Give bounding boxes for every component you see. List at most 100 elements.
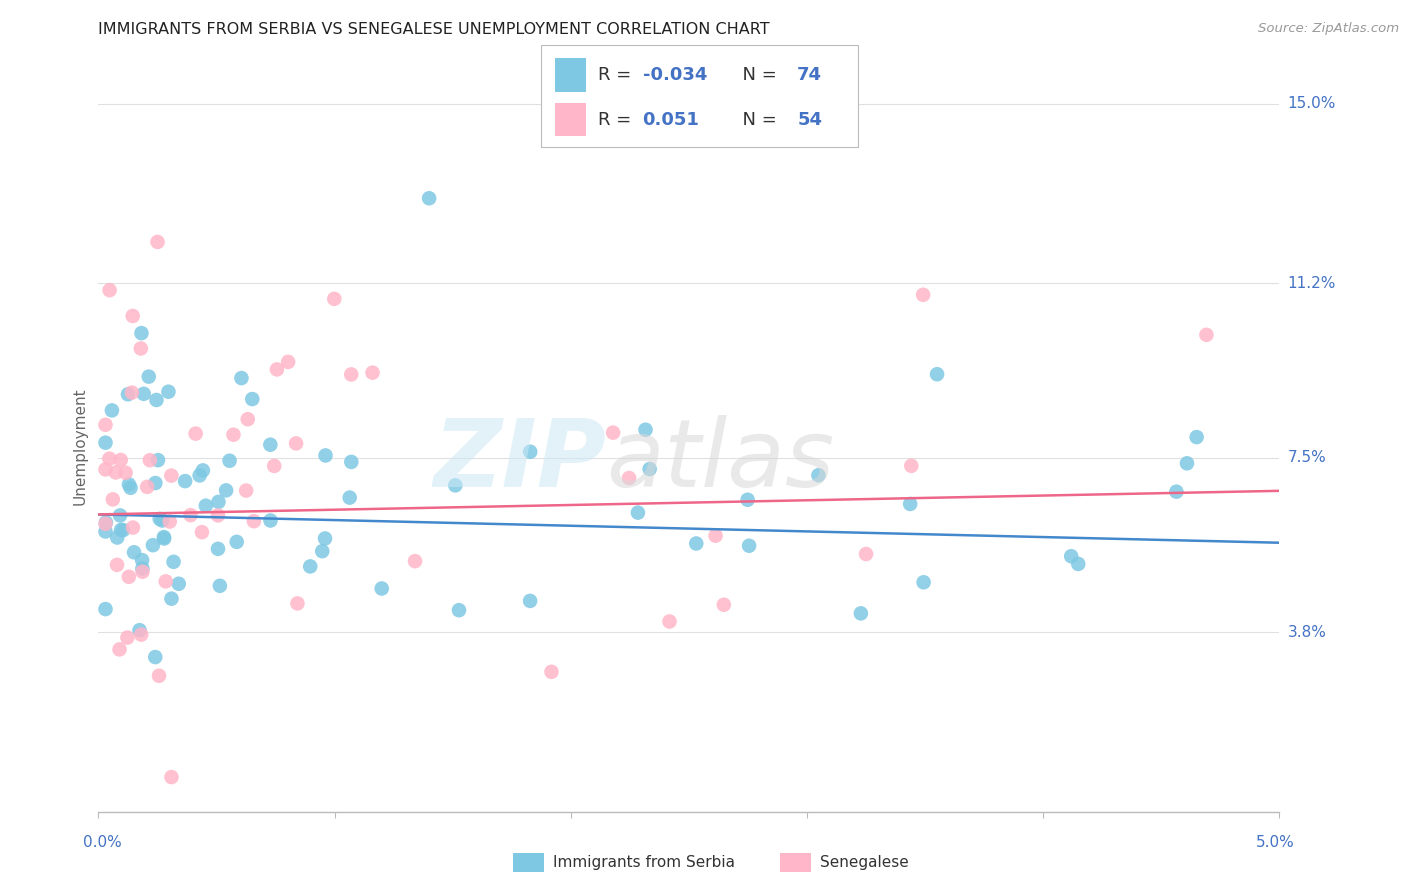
Point — [713, 598, 735, 612]
Point — [146, 453, 169, 467]
Point — [159, 515, 181, 529]
Text: 54: 54 — [797, 111, 823, 128]
Point — [447, 603, 470, 617]
Point — [120, 481, 142, 495]
Point — [737, 492, 759, 507]
Y-axis label: Unemployment: Unemployment — [72, 387, 87, 505]
Point — [340, 455, 363, 469]
Point — [110, 453, 132, 467]
Text: N =: N = — [731, 111, 783, 128]
Point — [855, 547, 877, 561]
Point — [94, 435, 117, 450]
Point — [129, 342, 152, 356]
Point — [314, 532, 336, 546]
Point — [131, 565, 153, 579]
Point — [259, 514, 281, 528]
Point — [94, 602, 117, 616]
Point — [142, 538, 165, 552]
Point — [1166, 484, 1188, 499]
Point — [259, 438, 281, 452]
Text: 7.5%: 7.5% — [1288, 450, 1326, 466]
Point — [222, 427, 245, 442]
Point — [240, 392, 263, 406]
Point — [145, 392, 167, 407]
Point — [104, 466, 127, 480]
Point — [218, 454, 240, 468]
Point — [299, 559, 322, 574]
Point — [263, 458, 285, 473]
Point — [108, 642, 131, 657]
Point — [602, 425, 624, 440]
Text: 15.0%: 15.0% — [1288, 96, 1336, 112]
Point — [685, 536, 707, 550]
Point — [236, 412, 259, 426]
Point — [174, 474, 197, 488]
Point — [243, 514, 266, 528]
Point — [160, 770, 183, 784]
Text: ZIP: ZIP — [433, 415, 606, 507]
Point — [146, 235, 169, 249]
Point — [339, 491, 361, 505]
Text: Immigrants from Serbia: Immigrants from Serbia — [553, 855, 734, 870]
Point — [153, 530, 176, 544]
Text: Senegalese: Senegalese — [820, 855, 908, 870]
Point — [418, 191, 440, 205]
Point — [184, 426, 207, 441]
Point — [215, 483, 238, 498]
Point — [323, 292, 346, 306]
Point — [1060, 549, 1083, 564]
Text: atlas: atlas — [606, 415, 835, 506]
Text: 3.8%: 3.8% — [1288, 625, 1327, 640]
Point — [540, 665, 562, 679]
Point — [118, 570, 141, 584]
Point — [114, 466, 136, 480]
Point — [315, 449, 337, 463]
Point — [266, 362, 288, 376]
Point — [131, 553, 153, 567]
Point — [311, 544, 333, 558]
Point — [519, 594, 541, 608]
Point — [108, 508, 131, 523]
Point — [1175, 456, 1198, 470]
Text: 74: 74 — [797, 66, 823, 84]
Point — [287, 596, 309, 610]
Text: 0.051: 0.051 — [643, 111, 699, 128]
Point — [207, 508, 229, 523]
Point — [149, 512, 172, 526]
Point — [912, 287, 935, 301]
Point — [155, 574, 177, 589]
Point — [404, 554, 426, 568]
Point — [370, 582, 392, 596]
Point — [94, 417, 117, 432]
Point — [849, 607, 872, 621]
Point — [900, 458, 922, 473]
Point — [101, 492, 124, 507]
Point — [738, 539, 761, 553]
Point — [191, 525, 214, 540]
Point — [162, 555, 184, 569]
Point — [112, 523, 135, 537]
Point — [1195, 327, 1218, 342]
Text: -0.034: -0.034 — [643, 66, 707, 84]
Text: R =: R = — [598, 111, 643, 128]
Point — [627, 506, 650, 520]
Point — [340, 368, 363, 382]
Point — [153, 532, 176, 546]
Point — [145, 475, 167, 490]
Point — [444, 478, 467, 492]
Point — [617, 471, 640, 485]
Text: 11.2%: 11.2% — [1288, 276, 1336, 291]
Point — [131, 561, 153, 575]
Text: R =: R = — [598, 66, 637, 84]
Point — [94, 524, 117, 539]
Point — [188, 468, 211, 483]
Point — [208, 579, 231, 593]
Text: 5.0%: 5.0% — [1256, 836, 1295, 850]
Point — [148, 669, 170, 683]
Point — [898, 497, 921, 511]
Point — [136, 480, 159, 494]
Text: N =: N = — [731, 66, 783, 84]
Point — [131, 326, 153, 340]
Point — [1067, 557, 1090, 571]
Point — [704, 529, 727, 543]
